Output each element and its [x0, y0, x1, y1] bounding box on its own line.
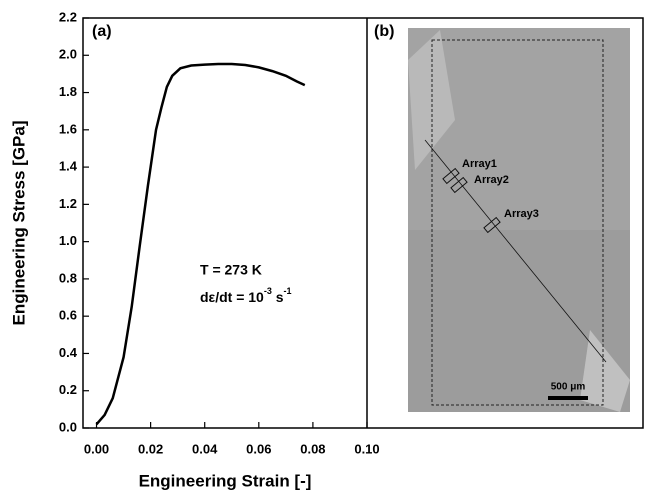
y-tick-label: 0.8: [59, 270, 77, 285]
arrays: [442, 167, 501, 234]
y-tick-label: 0.2: [59, 382, 77, 397]
y-tick-label: 1.0: [59, 233, 77, 248]
x-tick-label: 0.06: [246, 441, 271, 456]
annotation-sup: -3: [264, 286, 272, 296]
annotation-part: s: [272, 289, 284, 305]
frame: [82, 17, 644, 429]
y-tick-label: 0.4: [59, 345, 78, 360]
y-tick-label: 2.0: [59, 47, 77, 62]
annotation: T = 273 K: [200, 262, 262, 278]
panel-label: (b): [374, 23, 394, 40]
annotation-sup: -1: [284, 286, 292, 296]
x-tick-label: 0.10: [354, 441, 379, 456]
y-axis-label: Engineering Stress [GPa]: [9, 121, 28, 326]
array-marker: [483, 216, 501, 234]
annotation-part: dε/dt = 10: [200, 289, 264, 305]
y-tick-label: 0.0: [59, 419, 77, 434]
y-tick-label: 1.4: [59, 159, 78, 174]
stress-strain-curve: [95, 62, 306, 426]
region-box: [431, 39, 604, 406]
scale-bar-label: 500 μm: [551, 382, 586, 393]
y-tick-label: 2.2: [59, 9, 77, 24]
y-tick-label: 0.6: [59, 308, 77, 323]
edge-damage: [580, 330, 630, 412]
x-axis-label: Engineering Strain [-]: [139, 471, 312, 490]
array-marker: [450, 176, 468, 194]
array-label: Array3: [504, 208, 539, 220]
x-tick-label: 0.02: [138, 441, 163, 456]
x-tick-label: 0.08: [300, 441, 325, 456]
y-tick-label: 1.2: [59, 196, 77, 211]
array-label: Array2: [474, 174, 509, 186]
x-tick-label: 0.04: [192, 441, 218, 456]
panel-label: (a): [92, 23, 112, 40]
y-tick-label: 1.6: [59, 121, 77, 136]
x-tick-label: 0.00: [84, 441, 109, 456]
y-tick-label: 1.8: [59, 84, 77, 99]
array-label: Array1: [462, 158, 497, 170]
scale-bar: [548, 396, 588, 400]
array-marker: [442, 167, 460, 185]
annotation: dε/dt = 10-3 s-1: [200, 286, 292, 304]
